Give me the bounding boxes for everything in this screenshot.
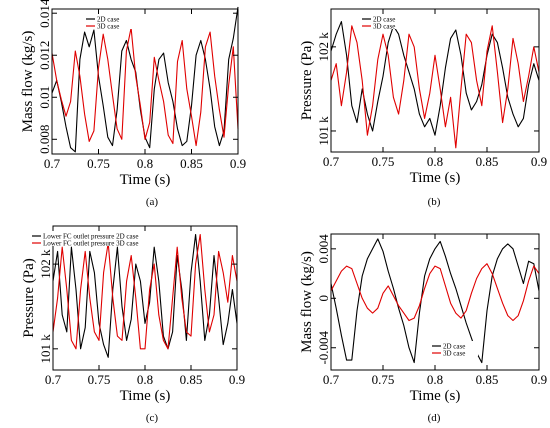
panel-4-y-tick-label: 0.004 [316,234,331,264]
panel-4-x-tick-label: 0.75 [372,372,395,387]
panel-3-x-tick-label: 0.85 [180,372,203,387]
panel-2-series-line-3d [330,25,540,149]
panel-1-y-tick-label: 0.01 [37,86,52,109]
panel-4-x-tick-label: 0.85 [476,372,499,387]
panel-2-x-tick-label: 0.9 [531,154,547,169]
panel-2: 0.7 0.75 0.8 0.85 0.9 101 k 102 k Time (s) Press… [299,8,547,208]
panel-2-legend-box [360,14,408,29]
panel-2-caption-tag: (b) [428,196,441,208]
panel-3-x-tick-label: 0.7 [45,372,62,387]
panel-1-x-tick-label: 0.7 [44,156,61,171]
panel-4-x-tick-label: 0.8 [427,372,443,387]
panel-1-x-axis-label: Time (s) [120,172,171,188]
panel-3-series-line-2d [52,233,238,358]
panel-3-series-line-3d [52,233,238,350]
panel-1-x-tick-label: 0.9 [230,156,246,171]
panel-4-legend-box [430,341,478,356]
panel-3-legend-box [30,231,142,246]
panel-4-caption-tag: (d) [428,412,441,424]
panel-2-legend-entry: 2D case [373,15,395,23]
panel-1-x-tick-label: 0.8 [137,156,153,171]
panel-1-legend-entry: 2D case [97,15,119,23]
panel-2-x-tick-label: 0.8 [427,154,443,169]
panel-1-legend-box [84,14,132,29]
panel-1-legend-entry: 3D case [97,22,119,30]
panel-4-legend-entry: 3D case [443,349,465,357]
panel-4-x-tick-label: 0.7 [323,372,340,387]
panel-4-x-tick-label: 0.9 [531,372,547,387]
panel-1-x-tick-label: 0.85 [180,156,203,171]
panel-2-x-tick-label: 0.75 [372,154,395,169]
panel-3-x-tick-label: 0.8 [137,372,153,387]
panel-3-y-tick-label: 101 k [38,334,53,364]
panel-1-y-axis-label: Mass flow (kg/s) [20,31,36,133]
panel-3-x-tick-label: 0.9 [229,372,245,387]
panel-3-caption-tag: (c) [146,412,159,424]
panel-2-x-tick-label: 0.85 [476,154,499,169]
panel-1-y-tick-label: 0.012 [37,41,52,70]
panel-3-x-tick-label: 0.75 [88,372,111,387]
panel-3-x-axis-label: Time (s) [120,388,171,404]
panel-1-series-line-3d [51,27,239,147]
panel-3: 0.7 0.75 0.8 0.85 0.9 101 k 102 k Time (s) Press… [21,225,245,424]
panel-3-y-tick-label: 102 k [38,249,53,279]
panel-1: 0.7 0.75 0.8 0.85 0.9 0.008 0.01 0.012 0.014 Time… [20,0,246,208]
panel-3-y-axis-label: Pressure (Pa) [21,258,37,338]
panel-2-y-tick-label: 102 k [316,32,331,62]
panel-3-legend-entry: Lower FC outlet pressure 3D case [43,239,138,247]
panel-3-legend-entry: Lower FC outlet pressure 2D case [43,232,138,240]
panel-1-caption-tag: (a) [146,196,159,208]
panel-2-y-axis-label: Pressure (Pa) [299,41,315,121]
panel-4-y-tick-label: 0 [316,295,331,302]
panel-4-series-line-3d [330,263,540,322]
panel-2-legend-entry: 3D case [373,22,395,30]
panel-1-plot-frame [51,8,239,155]
panel-1-y-tick-label: 0.008 [37,125,52,154]
panel-1-y-tick-label: 0.014 [37,0,52,28]
panel-4-series-line-2d [330,238,540,364]
panel-1-x-tick-label: 0.75 [87,156,110,171]
panel-2-series-line-2d [330,21,540,136]
panel-4-x-axis-label: Time (s) [410,388,461,404]
panel-2-x-tick-label: 0.7 [323,154,340,169]
panel-4-legend-entry: 2D case [443,342,465,350]
panel-4-y-axis-label: Mass flow (kg/s) [299,251,315,353]
panel-2-y-tick-label: 101 k [316,116,331,146]
panel-4-y-tick-label: -0.004 [316,330,331,364]
panel-4: 0.7 0.75 0.8 0.85 0.9 -0.004 0 0.004 Time (s) Mas… [299,233,547,424]
panel-2-x-axis-label: Time (s) [410,170,461,186]
